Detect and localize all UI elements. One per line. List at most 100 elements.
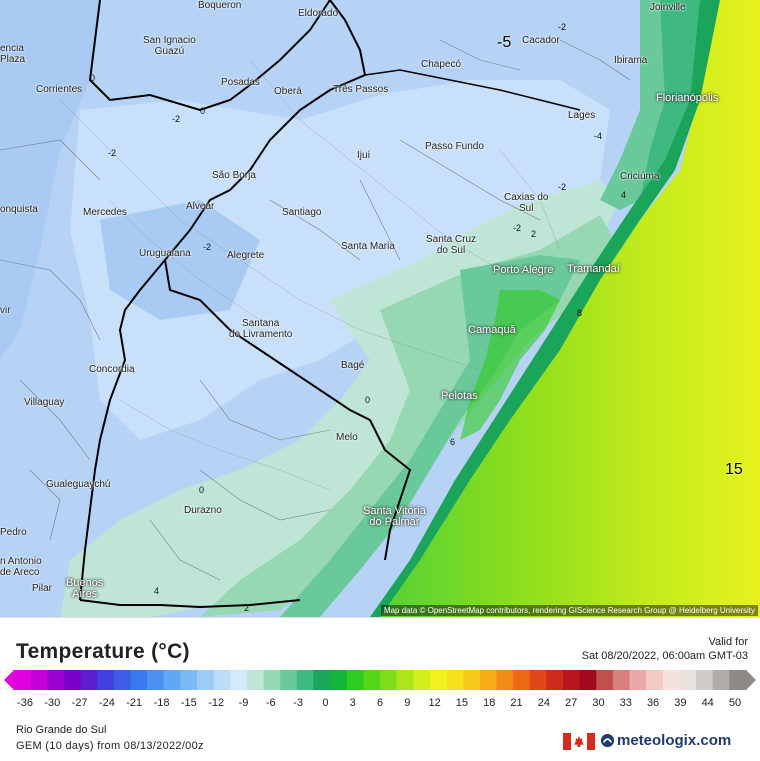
city-label: Pelotas: [441, 390, 478, 402]
city-label: Cacador: [522, 35, 560, 46]
colorbar-segment: [479, 670, 497, 690]
city-label: onquista: [0, 204, 38, 215]
colorbar-tick-label: -24: [98, 697, 115, 709]
colorbar-tick-label: -21: [126, 697, 143, 709]
border-argentina-brazil-north: [88, 0, 331, 112]
colorbar-tick-label: 9: [404, 697, 411, 709]
city-label: São Borja: [212, 170, 256, 181]
colorbar-tick-label: 0: [322, 697, 329, 709]
temperature-map[interactable]: Boqueron Eldorado Joinville San Ignacio …: [0, 0, 760, 617]
colorbar-segment: [63, 670, 82, 690]
colorbar-segment: [413, 670, 431, 690]
border-rio-plata: [79, 599, 301, 609]
contour-label: 6: [450, 437, 456, 447]
border-west: [79, 0, 367, 601]
city-label: Camaquã: [468, 324, 516, 336]
colorbar-segment: [596, 670, 614, 690]
colorbar-segment: [80, 670, 98, 690]
brand-text: meteologix.com: [617, 732, 732, 749]
colorbar-tick-label: -6: [265, 697, 276, 709]
contour-label: -2: [108, 148, 117, 158]
colorbar-tick-label: 21: [510, 697, 523, 709]
colorbar-segment: [47, 670, 65, 690]
meteologix-logo[interactable]: meteologix.com: [600, 732, 731, 749]
contour-label: -5: [497, 34, 512, 51]
colorbar-segment: [463, 670, 481, 690]
colorbar-segment: [180, 670, 198, 690]
colorbar-segment: [313, 670, 331, 690]
city-label: Pedro: [0, 527, 27, 538]
contour-label: 0: [365, 395, 371, 405]
contour-label: -2: [558, 182, 567, 192]
city-label: Santa Maria: [341, 241, 395, 252]
colorbar-segment: [712, 670, 730, 690]
city-label: Caxias do Sul: [504, 192, 549, 214]
colorbar-tick-label: 30: [592, 697, 605, 709]
city-label: Alegrete: [227, 250, 265, 261]
colorbar-segment: [679, 670, 697, 690]
contour-label: -2: [203, 242, 212, 252]
city-label: Bagé: [341, 360, 365, 371]
contour-label: -2: [513, 223, 522, 233]
colorbar-segment: [662, 670, 680, 690]
city-label: Santiago: [282, 207, 322, 218]
contour-label: 0: [200, 106, 206, 116]
border-uruguay: [164, 259, 412, 561]
colorbar-tick-label: 33: [619, 697, 632, 709]
temperature-colorbar: [4, 670, 756, 690]
city-label: Melo: [336, 432, 358, 443]
contour-label: 2: [531, 229, 537, 239]
city-label: n Antonio de Areco: [0, 556, 42, 578]
admin-lines: [0, 39, 631, 581]
colorbar-tick-label: 50: [728, 697, 742, 709]
city-label: Durazno: [184, 505, 222, 516]
border-state-north: [364, 69, 581, 111]
city-label: Santana do Livramento: [229, 318, 293, 340]
city-label: Ibirama: [614, 55, 648, 66]
colorbar-segment: [646, 670, 664, 690]
city-label: Boqueron: [198, 0, 242, 11]
colorbar-tick-label: 3: [349, 697, 356, 709]
contour-label: -2: [558, 22, 567, 32]
canada-flag-icon: [563, 733, 595, 750]
west-cold-zone: [0, 0, 100, 360]
city-label: Posadas: [221, 77, 260, 88]
colorbar-tick-label: -18: [153, 697, 170, 709]
city-label: Florianópolis: [656, 92, 719, 104]
valid-date: Sat 08/20/2022, 06:00am GMT-03: [581, 650, 748, 662]
colorbar-segment: [263, 670, 281, 690]
colorbar-segment: [696, 670, 714, 690]
contour-label: 8: [577, 308, 583, 318]
city-label: Chapecó: [421, 59, 462, 70]
city-label: Passo Fundo: [425, 141, 484, 152]
colorbar-segment: [330, 670, 348, 690]
city-label: Concordia: [89, 364, 135, 375]
city-label: vir: [0, 305, 11, 316]
colorbar-tick-label: -15: [180, 697, 197, 709]
city-label: Santa Cruz do Sul: [426, 234, 477, 256]
contour-label: 15: [725, 461, 743, 478]
colorbar-segment: [729, 670, 747, 690]
colorbar-segment: [14, 670, 32, 690]
city-label: Tramandaí: [567, 263, 620, 275]
ocean-zone: [370, 0, 760, 617]
colorbar-segment: [612, 670, 631, 690]
colorbar-segment: [429, 670, 448, 690]
city-label: Lages: [568, 110, 596, 121]
colorbar-segment: [230, 670, 248, 690]
colorbar-segment: [147, 670, 165, 690]
city-label: Uruguaiana: [139, 248, 191, 259]
colorbar-tick-label: -3: [293, 697, 303, 709]
colorbar-tick-label: -36: [17, 697, 33, 709]
legend-footer: Temperature (°C) Valid for Sat 08/20/202…: [0, 617, 760, 761]
city-label: Alvear: [186, 201, 215, 212]
city-label: Gualeguaychú: [46, 479, 111, 490]
colorbar-segment: [579, 670, 597, 690]
coast-north-warm: [640, 0, 700, 200]
city-label: Joinville: [650, 2, 686, 13]
colorbar-segment: [296, 670, 314, 690]
city-label: Pilar: [32, 583, 53, 594]
city-label: San Ignacio Guazú: [143, 35, 196, 57]
city-label: Três Passos: [333, 84, 389, 95]
colorbar-segment: [380, 670, 398, 690]
